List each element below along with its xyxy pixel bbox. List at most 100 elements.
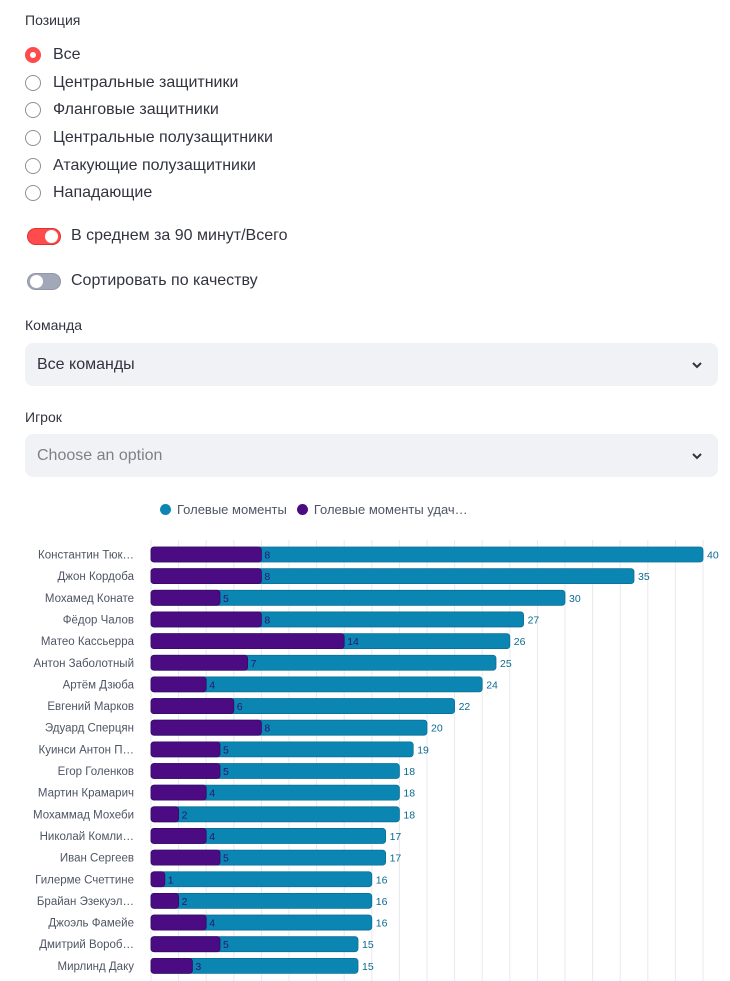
position-option-label: Центральные защитники <box>53 73 239 91</box>
category-label: Куинси Антон П… <box>39 744 134 756</box>
radio-unchecked-icon[interactable] <box>25 74 41 91</box>
bar-successful <box>150 828 207 844</box>
radio-unchecked-icon[interactable] <box>25 102 41 119</box>
data-label-total: 17 <box>390 831 402 843</box>
data-label-successful: 14 <box>347 636 359 648</box>
category-label: Брайан Эзекуэл… <box>37 896 134 908</box>
player-label: Игрок <box>25 409 62 425</box>
data-label-successful: 4 <box>209 679 215 691</box>
data-label-successful: 2 <box>182 896 188 908</box>
legend-dot-successful <box>296 504 308 515</box>
data-label-total: 16 <box>376 896 388 908</box>
bar-successful <box>150 849 221 866</box>
position-option-label: Нападающие <box>53 184 153 202</box>
data-label-total: 18 <box>403 766 415 778</box>
bar-successful <box>150 676 207 693</box>
data-label-total: 17 <box>390 853 402 865</box>
per90-toggle[interactable]: В среднем за 90 минут/Всего <box>27 227 288 245</box>
position-radio-group: Все Центральные защитники Фланговые защитн… <box>25 41 273 207</box>
data-label-successful: 8 <box>264 550 270 562</box>
bar-successful <box>150 611 262 628</box>
position-option[interactable]: Центральные полузащитники <box>25 124 273 152</box>
team-select[interactable]: Все команды <box>25 343 718 386</box>
data-label-successful: 3 <box>195 961 201 973</box>
data-label-total: 18 <box>403 788 415 800</box>
data-label-successful: 4 <box>209 918 215 930</box>
bar-successful <box>150 892 180 909</box>
data-label-successful: 5 <box>223 766 229 778</box>
data-label-total: 30 <box>569 593 581 605</box>
bar-successful <box>150 871 166 888</box>
legend-label-total: Голевые моменты <box>177 502 287 517</box>
legend-dot-total <box>160 504 171 515</box>
data-label-successful: 5 <box>223 744 229 756</box>
legend-item-total[interactable]: Голевые моменты <box>160 502 287 517</box>
data-label-successful: 4 <box>209 831 215 843</box>
bar-successful <box>150 633 345 649</box>
bar-successful <box>150 914 207 931</box>
category-label: Матео Кассьерра <box>41 636 135 648</box>
bar-successful <box>150 654 248 671</box>
sort-quality-toggle[interactable]: Сортировать по качеству <box>27 272 258 290</box>
data-label-total: 16 <box>376 874 388 886</box>
bar-successful <box>150 698 235 714</box>
category-label: Егор Голенков <box>58 766 134 778</box>
category-label: Эдуард Сперцян <box>45 723 134 735</box>
radio-checked-icon[interactable] <box>25 46 41 63</box>
category-label: Николай Комли… <box>40 831 134 843</box>
data-label-total: 15 <box>362 939 374 951</box>
data-label-total: 26 <box>514 636 526 648</box>
bar-total <box>150 806 400 823</box>
category-label: Антон Заболотный <box>34 658 134 670</box>
data-label-total: 35 <box>638 571 650 583</box>
chart-legend: Голевые моменты Голевые моменты удач… <box>160 502 478 517</box>
category-label: Мирлинд Даку <box>58 961 135 973</box>
position-option-label: Фланговые защитники <box>53 101 219 119</box>
bar-successful <box>150 784 207 801</box>
team-select-value: Все команды <box>37 355 135 373</box>
category-label: Евгений Марков <box>47 701 134 713</box>
radio-unchecked-icon[interactable] <box>25 129 41 146</box>
category-label: Иван Сергеев <box>60 853 134 865</box>
category-label: Константин Тюк… <box>38 550 134 562</box>
position-option[interactable]: Нападающие <box>25 179 273 207</box>
data-label-total: 18 <box>403 809 415 821</box>
bar-successful <box>150 719 262 736</box>
team-label: Команда <box>25 317 83 333</box>
legend-item-successful[interactable]: Голевые моменты удач… <box>296 502 468 517</box>
data-label-total: 40 <box>707 550 719 562</box>
position-option[interactable]: Атакующие полузащитники <box>25 152 273 180</box>
radio-unchecked-icon[interactable] <box>25 157 41 174</box>
data-label-total: 22 <box>459 701 471 713</box>
data-label-successful: 7 <box>251 658 257 670</box>
category-label: Мартин Крамарич <box>38 788 134 800</box>
data-label-successful: 5 <box>223 593 229 605</box>
data-label-successful: 5 <box>223 939 229 951</box>
chevron-down-icon <box>692 361 702 368</box>
category-label: Дмитрий Вороб… <box>39 939 134 951</box>
bar-successful <box>150 763 221 779</box>
position-option-label: Все <box>53 45 81 63</box>
position-option[interactable]: Фланговые защитники <box>25 96 273 124</box>
position-option[interactable]: Центральные защитники <box>25 69 273 97</box>
legend-label-successful: Голевые моменты удач… <box>313 502 468 517</box>
data-label-total: 20 <box>431 723 443 735</box>
data-label-total: 15 <box>362 961 374 973</box>
category-label: Джон Кордоба <box>58 571 135 583</box>
data-label-successful: 8 <box>264 571 270 583</box>
category-label: Джоэль Фамейе <box>48 918 134 930</box>
position-option[interactable]: Все <box>25 41 273 69</box>
radio-unchecked-icon[interactable] <box>25 185 41 202</box>
data-label-successful: 5 <box>223 853 229 865</box>
data-label-successful: 8 <box>264 614 270 626</box>
bar-successful <box>150 741 221 758</box>
category-label: Мохамед Конате <box>45 593 134 605</box>
player-select[interactable]: Choose an option <box>25 434 718 477</box>
per90-toggle-switch[interactable] <box>27 227 61 245</box>
chevron-down-icon <box>692 452 702 459</box>
data-label-successful: 4 <box>209 788 215 800</box>
bar-successful <box>150 957 193 974</box>
bar-successful <box>150 806 180 823</box>
sort-quality-toggle-switch[interactable] <box>27 272 61 290</box>
